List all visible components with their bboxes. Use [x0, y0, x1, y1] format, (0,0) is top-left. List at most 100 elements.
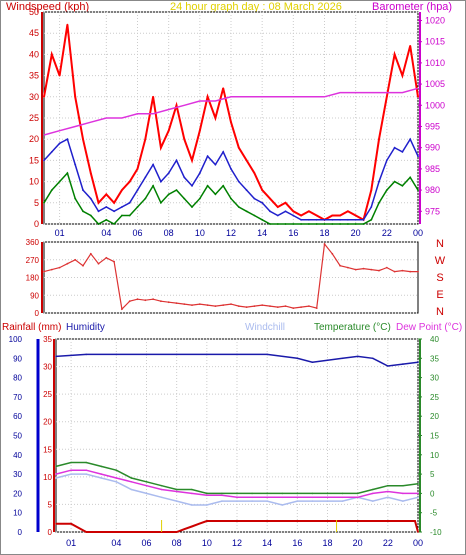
climate-time-label: 20 — [353, 538, 363, 548]
series-gust-point — [58, 74, 61, 77]
series-direction-point — [230, 303, 232, 305]
series-temperature-point — [296, 492, 299, 495]
baro-tick-label: 995 — [425, 121, 440, 131]
direction-grid — [44, 241, 418, 314]
series-direction-point — [136, 298, 139, 301]
series-direction-point — [308, 305, 310, 307]
series-gust-point — [300, 214, 302, 217]
series-humidity-point — [266, 353, 269, 356]
series-dewpoint-point — [145, 484, 148, 487]
series-humidity-point — [311, 361, 314, 364]
series-rainfall-point — [206, 520, 208, 522]
series-dewpoint-point — [70, 469, 72, 472]
series-direction-point — [198, 303, 201, 305]
series-dewpoint-point — [311, 496, 314, 499]
baro-tick-label: 980 — [425, 185, 440, 195]
wind-time-label: 16 — [288, 228, 298, 238]
series-humidity-point — [402, 363, 404, 365]
series-low-point — [191, 206, 193, 208]
wind-time-label: 20 — [351, 228, 361, 238]
series-avg-point — [409, 138, 412, 141]
series-direction-point — [339, 264, 341, 267]
series-low-point — [183, 197, 186, 200]
series-windchill-point — [191, 504, 193, 506]
series-avg-point — [160, 180, 162, 183]
series-avg-point — [261, 201, 264, 204]
series-temperature-point — [115, 469, 118, 472]
series-low-point — [401, 184, 404, 187]
compass-label: N — [436, 238, 444, 250]
compass-label: S — [436, 272, 443, 284]
series-gust-point — [269, 197, 271, 200]
wind-tick-label: 30 — [29, 92, 39, 102]
series-low-point — [292, 223, 295, 225]
series-low-point — [136, 206, 139, 208]
series-gust-point — [393, 53, 396, 56]
series-low-point — [237, 206, 240, 208]
series-low-point — [74, 197, 77, 200]
series-direction-point — [222, 304, 225, 306]
series-humidity-point — [115, 353, 118, 356]
series-dewpoint-point — [130, 481, 133, 483]
rain-tick-label: 20 — [43, 418, 52, 427]
series-humidity-point — [175, 353, 178, 356]
series-direction-point — [144, 299, 147, 302]
wind-tick-label: 45 — [29, 28, 39, 38]
temp-tick-label: 0 — [430, 489, 435, 498]
series-temperature-point — [417, 483, 419, 485]
wind-tick-label: 15 — [29, 155, 39, 165]
series-direction-point — [385, 266, 388, 269]
series-gust-point — [89, 172, 92, 175]
series-gust-point — [97, 201, 100, 204]
series-gust-point — [222, 87, 225, 90]
series-low-point — [222, 184, 225, 187]
series-dewpoint-point — [341, 496, 344, 499]
series-direction-point — [269, 305, 271, 307]
series-gust-point — [152, 95, 155, 98]
climate-time-label: 04 — [111, 538, 121, 548]
series-gust-point — [105, 193, 108, 196]
series-direction-point — [121, 308, 123, 310]
series-windchill-point — [387, 496, 389, 499]
series-windchill-point — [326, 500, 329, 502]
series-temperature-point — [85, 461, 87, 464]
chart-title: 24 hour graph day : 08 March 2026 — [170, 1, 342, 13]
series-rainfall-point — [221, 520, 223, 522]
series-gust-point — [409, 45, 412, 47]
series-gust-point — [245, 159, 248, 162]
climate-time-label: 22 — [383, 538, 393, 548]
compass-label: W — [435, 255, 446, 267]
series-direction-point — [347, 266, 349, 269]
series-rainfall-point — [414, 520, 416, 522]
series-gust-point — [214, 117, 217, 119]
series-temperature-point — [266, 492, 269, 495]
series-windchill-point — [70, 473, 72, 475]
series-windchill-point — [341, 500, 344, 502]
series-low-point — [152, 184, 155, 187]
series-humidity-point — [85, 353, 87, 356]
series-avg-point — [128, 201, 131, 204]
humidity-tick-label: 70 — [13, 393, 22, 402]
series-dewpoint-point — [372, 492, 374, 495]
series-temperature-point — [341, 492, 344, 495]
series-low-point — [82, 210, 84, 213]
series-windchill-point — [130, 488, 133, 491]
series-avg-point — [74, 163, 77, 166]
climate-time-label: 01 — [66, 538, 76, 548]
series-dewpoint-point — [402, 492, 404, 495]
rain-tick-label: 10 — [43, 473, 52, 482]
series-low-point — [245, 210, 248, 213]
legend-entry: Dew Point (°C) — [396, 322, 462, 333]
baro-tick-label: 1005 — [425, 79, 445, 89]
temperature-ticks: -10 -5 0 5 10 15 20 25 30 35 40 — [418, 335, 442, 537]
humidity-tick-label: 50 — [13, 432, 22, 441]
rain-tick-label: 30 — [43, 363, 52, 372]
series-gust-point — [175, 104, 178, 107]
legend-entry: Temperature (°C) — [314, 322, 391, 333]
direction-tick-label: 180 — [26, 274, 40, 283]
series-dewpoint-point — [387, 490, 389, 493]
series-avg-point — [347, 218, 349, 221]
humidity-tick-label: 80 — [13, 374, 22, 383]
series-direction-point — [417, 270, 419, 273]
series-avg-point — [198, 172, 201, 175]
